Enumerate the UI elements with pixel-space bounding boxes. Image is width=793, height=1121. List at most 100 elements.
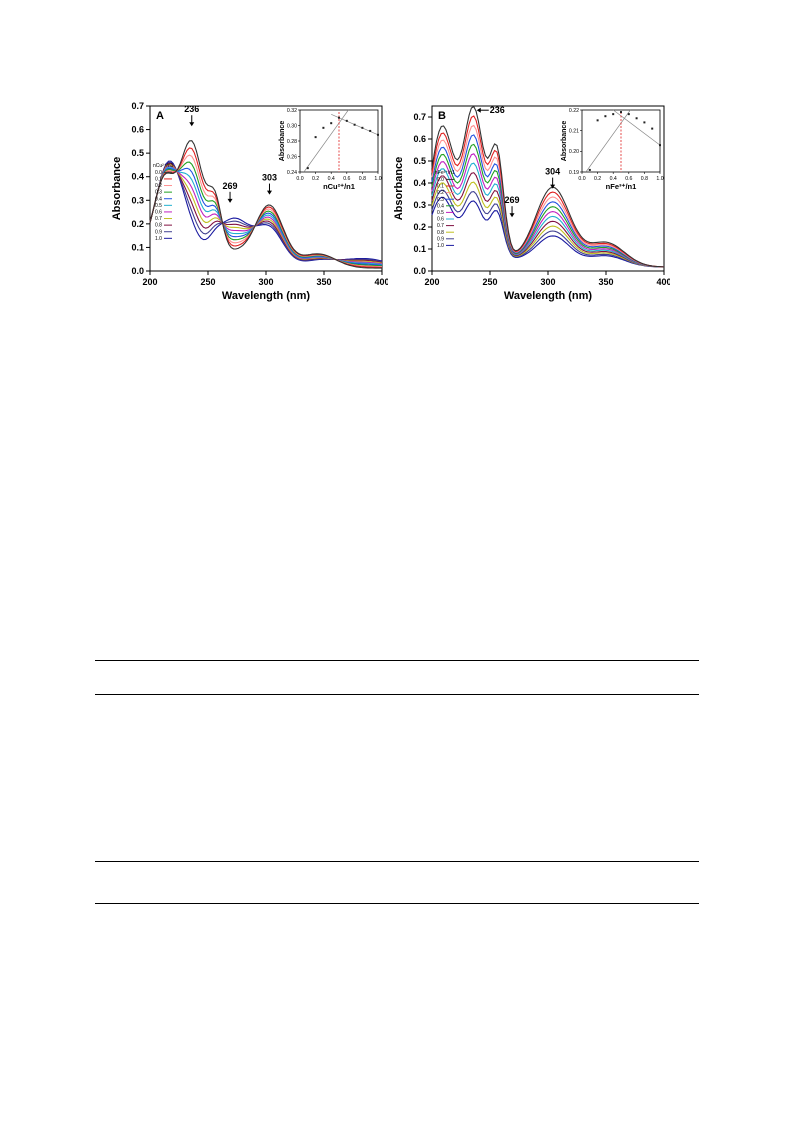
inset-x-tick-label: 0.8 [359,176,366,182]
legend-entry-label: 0.0 [437,177,444,183]
y-tick-label: 0.3 [413,200,426,210]
legend-entry-label: 0.1 [155,177,162,183]
peak-annotation-arrowhead [550,184,556,189]
inset-x-tick-label: 0.4 [610,176,617,182]
peak-annotation-arrowhead [509,213,515,218]
inset-data-point [620,111,622,114]
y-axis-label: Absorbance [111,157,123,221]
legend-entry-label: 0.7 [155,216,162,222]
legend-entry-label: 0.6 [155,210,162,216]
legend-entry-label: 0.8 [155,223,162,229]
inset-x-axis-label: nFe³⁺/n1 [606,182,637,191]
inset-y-tick-label: 0.20 [569,149,579,155]
inset-data-point [596,119,599,122]
y-tick-label: 0.6 [413,134,426,144]
legend-entry-label: 0.0 [155,170,162,176]
table-rule-top [95,660,699,661]
peak-annotation-label: 303 [262,173,277,183]
spectrum-series-line [431,134,665,268]
inset-data-point [651,127,654,130]
inset-fit-line-rising [303,109,349,173]
x-axis-label: Wavelength (nm) [504,290,593,302]
legend-entry-label: 0.2 [437,190,444,196]
legend-title: nFe³⁺/n1 [435,170,455,176]
spectrum-series-line [431,189,664,268]
inset-data-point [353,123,356,126]
x-tick-label: 250 [482,277,497,287]
y-tick-label: 0.5 [413,156,426,166]
y-tick-label: 0.2 [413,222,426,232]
y-tick-label: 0.0 [131,266,144,276]
inset-data-point [627,113,630,116]
legend-entry-label: 0.2 [155,183,162,189]
y-tick-label: 0.0 [413,266,426,276]
legend-entry-label: 0.4 [437,203,444,209]
inset-data-point [643,121,646,124]
x-axis-label: Wavelength (nm) [222,290,311,302]
legend-entry-label: 1.0 [155,236,162,242]
inset-x-tick-label: 0.2 [594,176,601,182]
y-tick-label: 0.2 [131,219,144,229]
peak-annotation-arrowhead [227,198,233,203]
inset-y-tick-label: 0.21 [569,128,579,134]
y-tick-label: 0.3 [131,195,144,205]
inset-x-tick-label: 0.0 [578,176,585,182]
inset-x-tick-label: 0.6 [343,176,350,182]
inset-data-point [369,129,372,132]
panel-label: A [156,110,164,122]
spectrum-series-line [431,115,665,268]
inset-data-point [322,126,325,129]
peak-annotation-label: 236 [490,105,505,115]
inset-y-axis-label: Absorbance [279,121,286,162]
inset-data-point [330,122,333,125]
inset-y-tick-label: 0.30 [287,123,297,129]
spectrum-series-line [431,124,665,268]
inset-y-tick-label: 0.32 [287,108,297,114]
x-tick-label: 400 [656,277,670,287]
spectrum-series-line [431,196,665,268]
inset-y-tick-label: 0.19 [569,170,579,176]
inset-data-point [377,133,379,136]
inset-data-point [345,119,348,122]
chart-a-svg: 200 250 300 350 4000.00.10.20.30.40.50.60.7W… [111,101,390,302]
spectrum-series-line [431,181,664,268]
peak-annotation-arrowhead [476,107,481,113]
inset-data-point [306,167,309,170]
spectrum-series-line [431,143,665,268]
inset-fit-line-rising [585,109,631,173]
spectrum-series-line [431,105,665,268]
inset-data-point [604,115,607,118]
peak-annotation-label: 304 [545,167,560,177]
inset-y-tick-label: 0.26 [287,154,297,160]
inset-x-tick-label: 0.8 [641,176,648,182]
x-tick-label: 300 [540,277,555,287]
x-tick-label: 250 [200,277,215,287]
inset-y-tick-label: 0.22 [569,108,579,114]
x-tick-label: 400 [374,277,388,287]
spectrum-series-line [431,172,664,268]
peak-annotation-label: 269 [223,181,238,191]
panel-label: B [438,110,446,122]
inset-x-tick-label: 1.0 [374,176,381,182]
inset-x-tick-label: 1.0 [656,176,663,182]
legend-entry-label: 0.5 [155,203,162,209]
peak-annotation-label: 269 [505,195,520,205]
legend-entry-label: 0.9 [437,236,444,242]
x-tick-label: 200 [424,277,439,287]
spectrum-series-line [431,153,665,268]
y-tick-label: 0.6 [131,125,144,135]
y-tick-label: 0.1 [131,242,144,252]
uv-vis-chart-b: 200 250 300 350 400 0.0 0.1 0.2 0.3 0.4 0.5 0.6 0.7 W… [390,98,672,304]
inset-x-axis-label: nCu²⁺/n1 [323,182,355,191]
legend-entry-label: 0.6 [437,217,444,223]
inset-x-tick-label: 0.6 [625,176,632,182]
y-tick-label: 0.4 [131,172,144,182]
y-tick-label: 0.1 [413,244,426,254]
spectrum-series-line [431,162,664,268]
legend-entry-label: 0.5 [437,210,444,216]
inset-y-tick-label: 0.28 [287,139,297,145]
peak-annotation-arrowhead [266,190,272,195]
uv-vis-chart-a: 200 250 300 350 400 0.0 0.1 0.2 0.3 0.4 0.5 0.6 0.7 W… [108,98,390,304]
inset-data-point [361,126,364,129]
inset-y-tick-label: 0.24 [287,170,297,176]
